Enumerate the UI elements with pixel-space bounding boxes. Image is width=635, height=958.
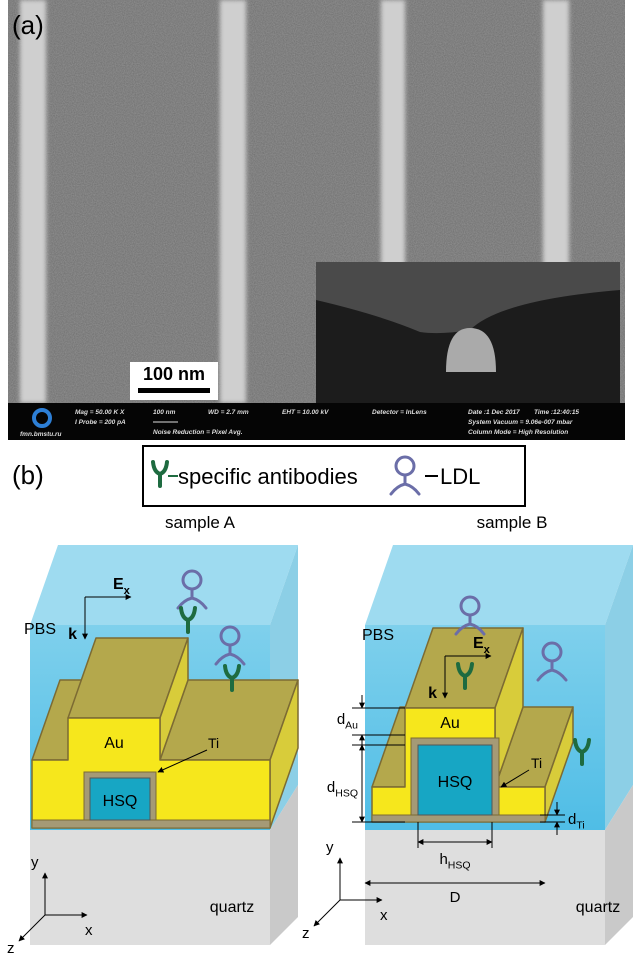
dimension-label-sub: HSQ — [448, 860, 471, 872]
au-label: Au — [440, 715, 460, 732]
stripe — [220, 0, 246, 403]
scale-bar — [138, 388, 210, 393]
axis-label: x — [380, 907, 388, 924]
dimension-label: D — [450, 889, 461, 906]
info-scale: 100 nm — [153, 409, 176, 416]
dimension-label-sub: Ti — [576, 820, 584, 832]
info-vacuum: System Vacuum = 9.06e-007 mbar — [468, 419, 573, 426]
axis-label: z — [7, 940, 15, 957]
dimension-label: dAu — [337, 711, 358, 732]
info-eht: EHT = 10.00 kV — [282, 409, 329, 416]
dimension-label-main: h — [439, 851, 447, 868]
field-label-sub: x — [124, 585, 131, 597]
info-column: Column Mode = High Resolution — [468, 429, 568, 436]
legend-ldl: LDL — [440, 464, 480, 489]
ti-label: Ti — [531, 755, 542, 771]
figure: 100 nm (a) fmn.bmstu.ru Mag = 50.00 K X … — [0, 0, 635, 958]
medium-label: PBS — [24, 621, 56, 638]
panel-label: (a) — [12, 10, 44, 40]
wave-label: k — [428, 685, 437, 702]
axis-label: z — [302, 925, 310, 942]
ti-layer — [372, 815, 545, 822]
sample-a: HSQ Au Ti sample A PBS Ex k quartz y x z — [7, 513, 298, 957]
field-label-main: E — [113, 576, 124, 593]
sample-title: sample B — [477, 513, 548, 532]
substrate-label: quartz — [576, 899, 620, 916]
dimension-label-main: d — [327, 779, 335, 796]
info-wd: WD = 2.7 mm — [208, 409, 249, 416]
ti-layer — [32, 820, 270, 828]
info-bar: fmn.bmstu.ru Mag = 50.00 K X I Probe = 2… — [8, 403, 625, 440]
dimension-label-sub: HSQ — [335, 788, 358, 800]
au-label: Au — [104, 735, 124, 752]
medium-top — [30, 545, 298, 625]
axis-label: y — [31, 854, 39, 871]
medium-top — [365, 545, 633, 625]
substrate-front — [30, 830, 270, 945]
hsq-label: HSQ — [103, 793, 138, 810]
field-label-main: E — [473, 635, 484, 652]
dimension-label-sub: Au — [345, 720, 358, 732]
dimension-label-main: d — [568, 811, 576, 828]
axis-label: y — [326, 839, 334, 856]
substrate-front — [365, 830, 605, 945]
dimension-label-main: d — [337, 711, 345, 728]
sample-title: sample A — [165, 513, 236, 532]
hsq-label: HSQ — [438, 774, 473, 791]
info-site: fmn.bmstu.ru — [20, 431, 62, 438]
wave-label: k — [68, 626, 77, 643]
info-detector: Detector = InLens — [372, 409, 427, 416]
field-label-sub: x — [484, 644, 491, 656]
sem-image: 100 nm (a) — [8, 0, 625, 403]
info-mag: Mag = 50.00 K X — [75, 409, 125, 416]
legend: specific antibodies LDL — [143, 446, 525, 506]
axis-arrow — [314, 900, 340, 926]
panel-label: (b) — [12, 460, 44, 490]
info-probe: I Probe = 200 pA — [75, 419, 126, 426]
dimension-label: dHSQ — [327, 779, 358, 800]
legend-antibodies: specific antibodies — [178, 464, 358, 489]
info-date: Date :1 Dec 2017 — [468, 409, 520, 416]
info-noise: Noise Reduction = Pixel Avg. — [153, 429, 243, 436]
axis-label: x — [85, 922, 93, 939]
substrate-label: quartz — [210, 899, 254, 916]
stripe — [20, 0, 46, 403]
info-time: Time :12:40:15 — [534, 409, 579, 416]
ti-label: Ti — [208, 735, 219, 751]
medium-label: PBS — [362, 627, 394, 644]
scale-label: 100 nm — [143, 364, 205, 384]
